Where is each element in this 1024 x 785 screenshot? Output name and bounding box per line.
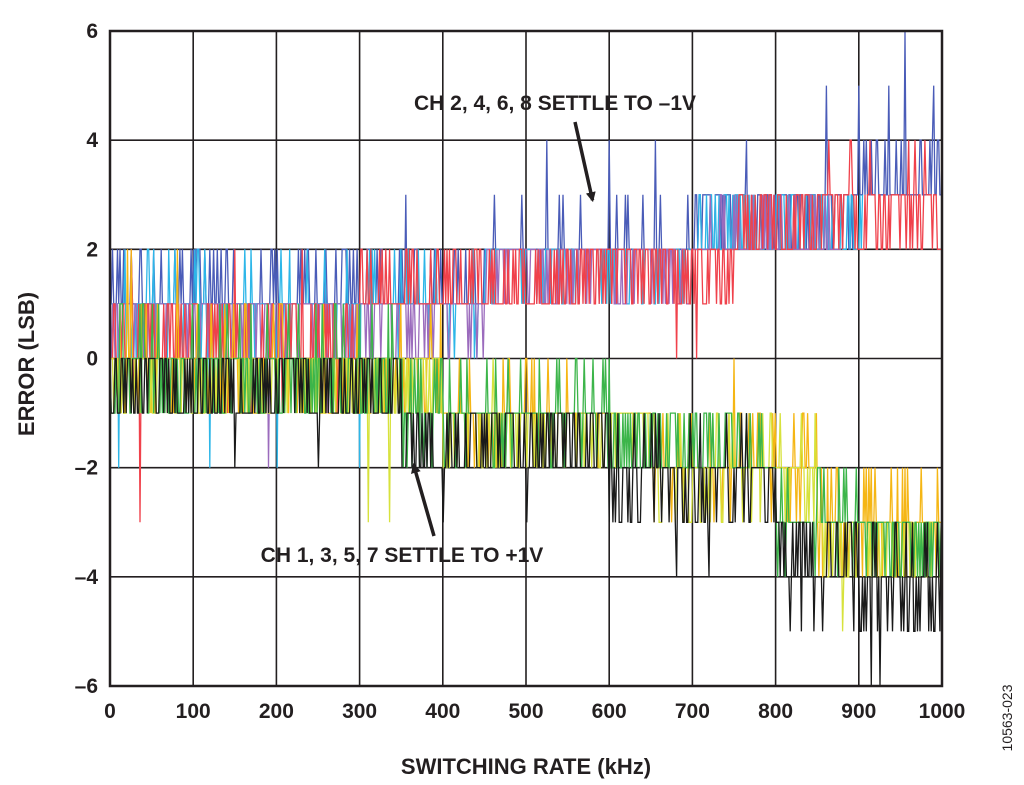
y-tick-label: 2: [86, 238, 98, 261]
figure-id: 10563-023: [999, 684, 1015, 751]
y-tick-label: 6: [86, 20, 98, 43]
x-tick-label: 1000: [919, 700, 966, 723]
x-tick-labels: 0 100 200 300 400 500 600 700 800 900 1000: [104, 700, 965, 723]
annotation-text: CH 1, 3, 5, 7 SETTLE TO +1V: [261, 544, 544, 567]
y-tick-label: –6: [75, 675, 98, 698]
annotation-arrow: [411, 463, 436, 537]
x-tick-label: 200: [259, 700, 294, 723]
x-tick-label: 800: [758, 700, 793, 723]
annotations: CH 2, 4, 6, 8 SETTLE TO –1V CH 1, 3, 5, 7…: [261, 92, 696, 567]
x-axis-label: SWITCHING RATE (kHz): [401, 754, 651, 779]
y-tick-label: –4: [75, 566, 99, 589]
y-tick-label: 4: [86, 129, 98, 152]
y-tick-label: 0: [86, 348, 98, 371]
x-tick-label: 300: [342, 700, 377, 723]
y-tick-labels: 6 4 2 0 –2 –4 –6: [75, 20, 99, 698]
annotation-text: CH 2, 4, 6, 8 SETTLE TO –1V: [414, 92, 696, 115]
x-tick-label: 400: [425, 700, 460, 723]
data-traces: [109, 30, 942, 687]
series-ch-7: [109, 357, 942, 687]
annotation-arrow: [573, 121, 596, 203]
series-ch-8: [110, 139, 942, 523]
y-tick-label: –2: [75, 457, 98, 480]
annotation-2: CH 1, 3, 5, 7 SETTLE TO +1V: [261, 463, 544, 567]
x-tick-label: 0: [104, 700, 116, 723]
x-tick-label: 900: [841, 700, 876, 723]
plot-frame: [108, 29, 944, 688]
x-tick-label: 500: [508, 700, 543, 723]
annotation-1: CH 2, 4, 6, 8 SETTLE TO –1V: [414, 92, 696, 203]
x-tick-label: 100: [176, 700, 211, 723]
x-tick-label: 700: [675, 700, 710, 723]
x-tick-label: 600: [592, 700, 627, 723]
y-axis-label: ERROR (LSB): [14, 292, 39, 436]
series-ch-6: [109, 194, 842, 468]
